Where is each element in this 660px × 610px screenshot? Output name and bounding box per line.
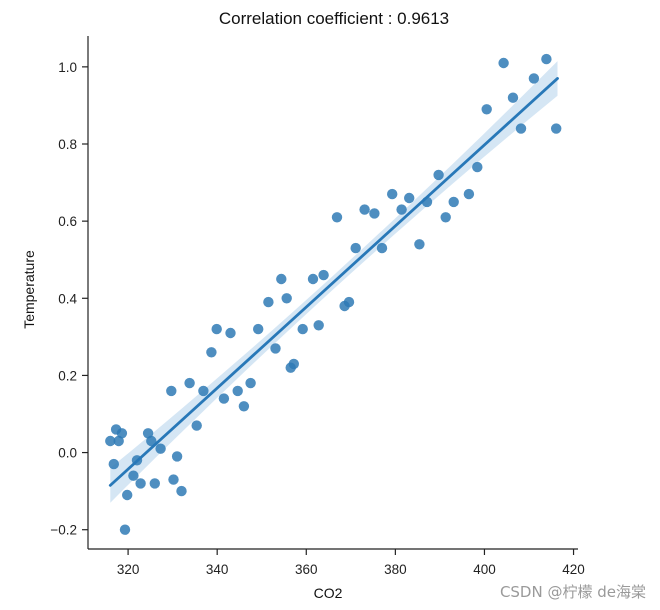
data-point bbox=[297, 323, 308, 335]
data-point bbox=[276, 273, 287, 285]
data-point bbox=[116, 428, 128, 439]
data-point bbox=[198, 385, 209, 397]
data-point bbox=[238, 401, 250, 412]
data-point bbox=[515, 123, 527, 134]
watermark: CSDN @柠檬 de海棠 bbox=[499, 583, 646, 601]
data-point bbox=[135, 478, 146, 489]
axes-layer: 320 340 360 380 400 420 −0.2 0.0 0.2 0.4 0.6 0.8 1.0 bbox=[50, 36, 585, 577]
data-point bbox=[225, 327, 236, 339]
data-point bbox=[376, 242, 388, 254]
data-point bbox=[232, 385, 243, 397]
data-point bbox=[551, 123, 562, 134]
x-tick-label: 420 bbox=[562, 562, 585, 577]
data-point bbox=[387, 188, 398, 200]
y-tick-label: 0.0 bbox=[58, 446, 77, 461]
data-point bbox=[166, 385, 177, 397]
data-point bbox=[528, 73, 540, 84]
data-point bbox=[263, 296, 274, 308]
data-point bbox=[448, 196, 459, 208]
y-tick-label: 0.4 bbox=[58, 291, 77, 306]
data-point bbox=[498, 57, 509, 69]
data-point bbox=[307, 273, 319, 285]
data-point bbox=[146, 435, 157, 447]
data-points-layer bbox=[105, 53, 562, 535]
data-point bbox=[155, 443, 166, 454]
y-tick-label: 0.2 bbox=[58, 368, 77, 383]
data-point bbox=[119, 524, 131, 535]
data-point bbox=[281, 293, 292, 304]
data-point bbox=[108, 458, 120, 470]
data-point bbox=[404, 192, 415, 204]
y-tick-label: 1.0 bbox=[58, 60, 77, 75]
data-point bbox=[318, 269, 329, 281]
data-point bbox=[191, 420, 202, 431]
data-point bbox=[253, 323, 264, 335]
data-point bbox=[369, 208, 380, 219]
data-point bbox=[440, 212, 451, 223]
x-tick-label: 340 bbox=[206, 562, 229, 577]
data-point bbox=[507, 92, 519, 103]
data-point bbox=[184, 377, 195, 389]
data-point bbox=[472, 161, 483, 173]
data-point bbox=[343, 296, 355, 308]
data-point bbox=[211, 323, 222, 335]
chart-title: Correlation coefficient : 0.9613 bbox=[219, 9, 449, 28]
x-axis-label: CO2 bbox=[314, 585, 343, 601]
x-tick-label: 320 bbox=[117, 562, 140, 577]
data-point bbox=[414, 239, 425, 250]
data-point bbox=[245, 377, 256, 389]
y-tick-label: 0.8 bbox=[58, 137, 77, 152]
data-point bbox=[313, 320, 324, 331]
data-point bbox=[481, 104, 492, 115]
data-point bbox=[122, 489, 133, 501]
data-point bbox=[433, 169, 444, 181]
data-point bbox=[206, 347, 217, 358]
data-point bbox=[270, 343, 281, 354]
data-point bbox=[359, 204, 370, 215]
y-tick-label: 0.6 bbox=[58, 214, 77, 229]
data-point bbox=[288, 358, 299, 370]
data-point bbox=[541, 53, 552, 65]
data-point bbox=[331, 212, 343, 223]
data-point bbox=[350, 242, 361, 254]
data-point bbox=[105, 435, 116, 447]
data-point bbox=[168, 474, 179, 485]
data-point bbox=[218, 393, 230, 404]
data-point bbox=[128, 470, 139, 481]
data-point bbox=[149, 478, 160, 489]
data-point bbox=[176, 485, 187, 497]
data-point bbox=[171, 451, 183, 462]
data-point bbox=[463, 188, 475, 200]
y-axis-label: Temperature bbox=[21, 250, 37, 329]
x-tick-label: 400 bbox=[473, 562, 496, 577]
y-tick-label: −0.2 bbox=[50, 523, 77, 538]
data-point bbox=[396, 204, 407, 215]
x-tick-label: 360 bbox=[295, 562, 318, 577]
x-tick-label: 380 bbox=[384, 562, 407, 577]
regression-line-layer bbox=[108, 77, 559, 487]
regression-line bbox=[108, 77, 559, 487]
